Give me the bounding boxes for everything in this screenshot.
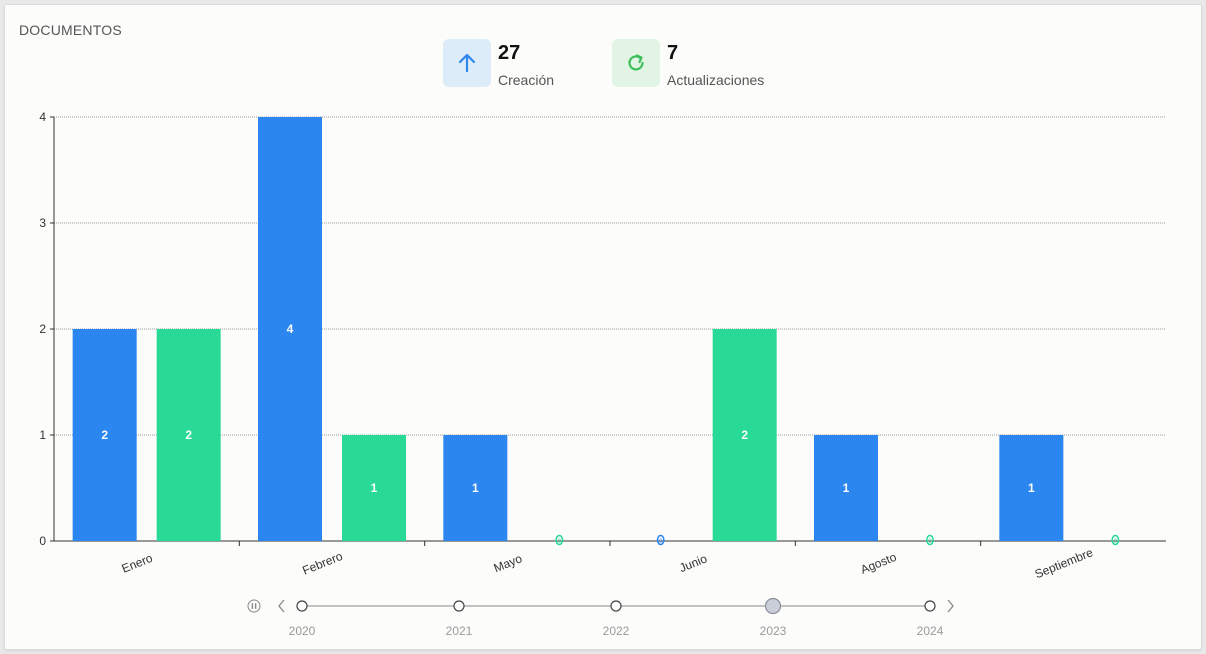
timeline-year-label[interactable]: 2021 (446, 624, 473, 638)
bar-value-label: 2 (185, 428, 192, 442)
bar-value-label: 2 (101, 428, 108, 442)
bar-value-label: 1 (371, 481, 378, 495)
y-tick-label: 4 (39, 110, 46, 124)
arrow-up-icon (443, 39, 491, 87)
timeline-point-2020[interactable] (296, 600, 308, 612)
pause-icon (251, 603, 254, 609)
bar-value-label: 2 (741, 428, 748, 442)
zero-value-label: 0 (928, 539, 932, 545)
zero-value-label: 0 (659, 539, 663, 545)
timeline-point-2022[interactable] (610, 600, 622, 612)
stat-creacion-value: 27 (498, 42, 521, 64)
bar-actualizaciones (712, 329, 777, 541)
refresh-icon (612, 39, 660, 87)
zero-value-label: 0 (1114, 539, 1118, 545)
timeline-year-label[interactable]: 2023 (760, 624, 787, 638)
chevron-left-icon[interactable] (278, 599, 285, 613)
x-category-label: Febrero (300, 549, 345, 578)
x-category-label: Junio (677, 551, 709, 575)
zero-value-label: 0 (558, 539, 562, 545)
stat-creacion-label: Creación (498, 72, 555, 88)
bar-actualizaciones (156, 329, 221, 541)
x-category-label: Enero (120, 551, 155, 576)
stat-actualizaciones-value: 7 (667, 42, 679, 64)
timeline-point-2021[interactable] (453, 600, 465, 612)
bar-creacion (999, 435, 1064, 541)
y-tick-label: 2 (39, 322, 46, 336)
zero-value-marker (656, 534, 665, 546)
bar-creacion (72, 329, 137, 541)
zero-value-marker (555, 534, 564, 546)
timeline-year-label[interactable]: 2022 (603, 624, 630, 638)
bar-creacion (258, 117, 322, 541)
y-tick-label: 3 (39, 216, 46, 230)
bar-creacion (443, 435, 508, 541)
bar-creacion (814, 435, 878, 541)
stat-actualizaciones-label: Actualizaciones (667, 72, 765, 88)
card-title: DOCUMENTOS (19, 22, 122, 38)
x-category-label: Septiembre (1033, 545, 1095, 581)
y-tick-label: 1 (39, 428, 46, 442)
zero-value-marker (926, 534, 934, 546)
timeline-year-label[interactable]: 2020 (289, 624, 316, 638)
bar-value-label: 1 (1028, 481, 1035, 495)
pause-button[interactable] (247, 599, 261, 613)
y-tick-label: 0 (39, 534, 46, 548)
timeline-year-label[interactable]: 2024 (917, 624, 944, 638)
chevron-right-icon[interactable] (947, 599, 954, 613)
x-category-label: Mayo (492, 551, 525, 575)
zero-value-marker (1111, 534, 1120, 546)
chart-card: DOCUMENTOS 27 Creación 7 Actualizaciones (4, 4, 1202, 650)
timeline-point-2024[interactable] (924, 600, 936, 612)
x-category-label: Agosto (859, 550, 899, 577)
timeline-point-2023[interactable] (764, 597, 782, 615)
bar-value-label: 1 (472, 481, 479, 495)
bar-value-label: 4 (287, 322, 294, 336)
bar-value-label: 1 (843, 481, 850, 495)
bar-actualizaciones (342, 435, 406, 541)
pause-icon (254, 603, 257, 609)
